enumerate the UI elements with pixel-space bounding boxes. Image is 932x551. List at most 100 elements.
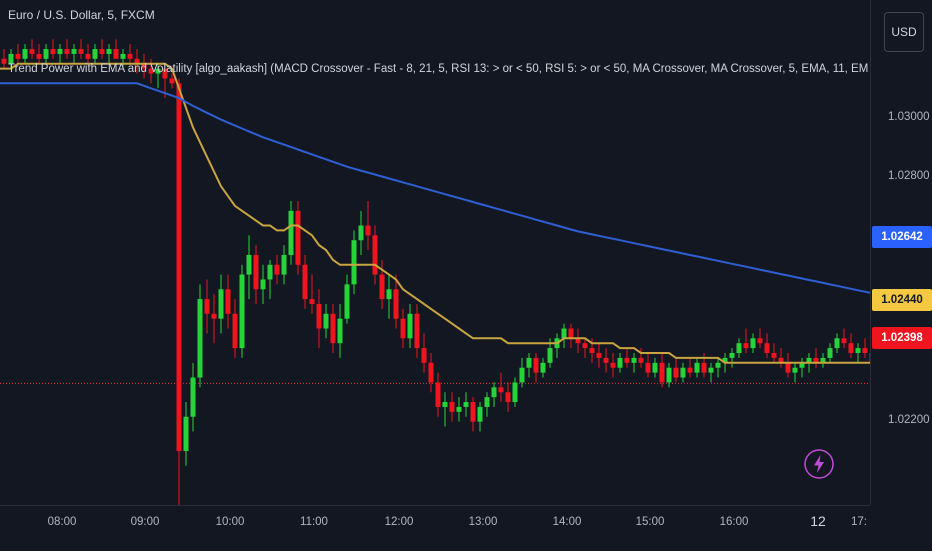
time-tick: 11:00: [300, 516, 328, 528]
candle-body: [393, 289, 399, 319]
candle-body: [120, 53, 126, 59]
candle-body: [659, 362, 665, 383]
time-tick: 09:00: [130, 516, 160, 528]
candle-body: [624, 357, 630, 363]
candle-body: [491, 387, 497, 398]
candle-body: [134, 58, 140, 64]
candle-body: [680, 367, 686, 378]
candle-body: [323, 313, 329, 329]
candle-body: [771, 353, 777, 358]
candle-body: [176, 83, 182, 452]
time-axis[interactable]: [0, 505, 870, 551]
candle-body: [309, 299, 315, 304]
candle-body: [281, 254, 287, 275]
candle-body: [561, 328, 567, 339]
candle-body: [190, 377, 196, 417]
candle-body: [169, 78, 175, 84]
candle-body: [183, 416, 189, 452]
candle-body: [540, 362, 546, 373]
ema-price-badge: 1.02440: [872, 289, 932, 311]
candle-body: [274, 264, 280, 275]
candle-body: [1, 58, 7, 64]
price-axis[interactable]: [870, 0, 932, 505]
candle-body: [456, 406, 462, 412]
candle-body: [631, 357, 637, 363]
candle-body: [211, 313, 217, 319]
ma-line-sma: [0, 82, 922, 305]
candle-body: [617, 357, 623, 368]
currency-button[interactable]: USD: [884, 12, 924, 52]
candle-body: [736, 343, 742, 354]
candle-body: [337, 318, 343, 344]
candle-body: [64, 49, 70, 54]
candle-body: [260, 279, 266, 290]
candle-body: [57, 49, 63, 54]
chart-area[interactable]: [0, 0, 922, 505]
candle-body: [505, 392, 511, 403]
candle-body: [750, 338, 756, 349]
candle-body: [533, 357, 539, 373]
candle-body: [799, 362, 805, 368]
time-tick: 16:00: [719, 516, 749, 528]
price-tick: 1.02200: [888, 414, 930, 426]
candle-body: [757, 338, 763, 344]
candle-body: [785, 362, 791, 373]
candlestick-chart[interactable]: [0, 0, 922, 505]
candle-body: [239, 274, 245, 349]
candle-body: [568, 328, 574, 339]
candle-body: [36, 53, 42, 59]
candle-body: [764, 343, 770, 354]
candle-body: [204, 299, 210, 314]
candle-body: [344, 284, 350, 319]
candle-body: [379, 274, 385, 300]
indicator-label[interactable]: Trend Power with EMA and Volatility [alg…: [8, 63, 868, 75]
candle-body: [302, 264, 308, 300]
candle-body: [645, 362, 651, 373]
candle-body: [715, 362, 721, 368]
candle-body: [547, 348, 553, 363]
candle-body: [22, 49, 28, 59]
price-tick: 1.03000: [888, 111, 930, 123]
candle-body: [358, 225, 364, 241]
candle-body: [400, 318, 406, 339]
candle-body: [85, 53, 91, 59]
candle-body: [365, 225, 371, 236]
candle-body: [743, 343, 749, 349]
candle-body: [722, 357, 728, 363]
time-tick: 10:00: [215, 516, 245, 528]
candle-body: [253, 254, 259, 290]
candle-body: [316, 303, 322, 329]
symbol-title[interactable]: Euro / U.S. Dollar, 5, FXCM: [8, 8, 155, 22]
candle-body: [288, 210, 294, 255]
lightning-icon[interactable]: [803, 448, 835, 480]
candle-body: [351, 240, 357, 285]
candle-body: [43, 49, 49, 59]
candle-body: [442, 402, 448, 407]
candle-body: [449, 402, 455, 412]
candle-body: [582, 343, 588, 349]
candle-body: [610, 362, 616, 368]
candle-body: [603, 357, 609, 363]
candle-body: [148, 68, 154, 74]
candle-body: [498, 387, 504, 393]
price-tick: 1.02800: [888, 170, 930, 182]
candle-body: [596, 353, 602, 358]
candle-body: [708, 367, 714, 373]
candle-body: [50, 49, 56, 54]
candle-body: [477, 406, 483, 422]
candle-body: [218, 289, 224, 319]
candle-body: [463, 402, 469, 407]
candle-body: [330, 313, 336, 344]
candle-body: [435, 382, 441, 407]
candle-body: [519, 367, 525, 383]
candle-body: [421, 348, 427, 363]
candle-body: [414, 313, 420, 349]
candle-body: [386, 289, 392, 300]
candle-body: [638, 357, 644, 363]
candle-body: [15, 53, 21, 59]
candle-body: [407, 313, 413, 339]
candle-body: [113, 49, 119, 59]
candle-body: [155, 68, 161, 74]
candle-body: [575, 338, 581, 344]
candle-body: [673, 367, 679, 378]
